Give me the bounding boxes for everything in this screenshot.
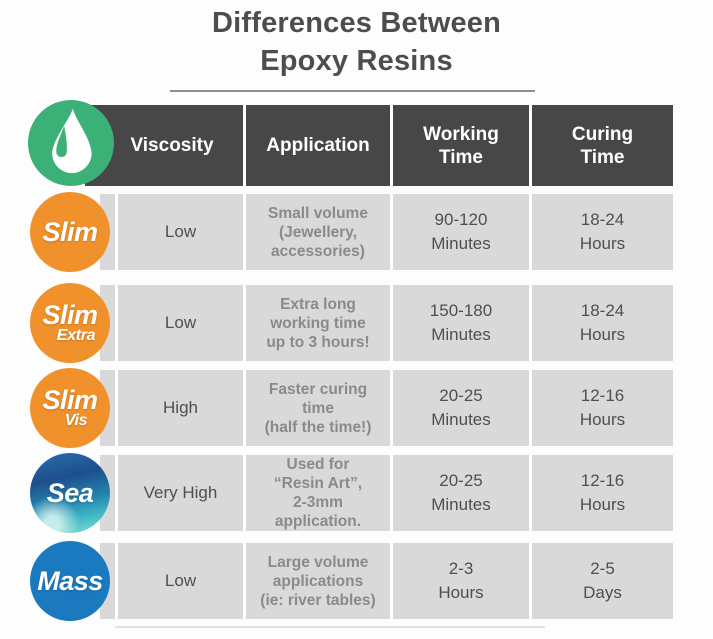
working-time-cell: 20-25 Minutes bbox=[390, 370, 529, 446]
table-row-slim: Low Small volume (Jewellery, accessories… bbox=[100, 194, 673, 270]
application-cell: Small volume (Jewellery, accessories) bbox=[243, 194, 390, 270]
product-name: Mass bbox=[37, 566, 103, 596]
product-name: Slim bbox=[42, 300, 98, 330]
application-cell: Faster curing time (half the time!) bbox=[243, 370, 390, 446]
working-time-cell: 2-3 Hours bbox=[390, 543, 529, 619]
application-cell: Extra long working time up to 3 hours! bbox=[243, 285, 390, 361]
column-header-viscosity: Viscosity bbox=[130, 135, 214, 156]
product-name-suffix: Vis bbox=[64, 412, 88, 429]
working-time-cell: 90-120 Minutes bbox=[390, 194, 529, 270]
viscosity-cell: Low bbox=[115, 194, 243, 270]
column-header-working-time: Working Time bbox=[390, 105, 529, 186]
curing-time-cell: 18-24 Hours bbox=[529, 285, 673, 361]
table-row-slim-extra: Low Extra long working time up to 3 hour… bbox=[100, 285, 673, 361]
viscosity-cell: Low bbox=[115, 543, 243, 619]
column-header-application: Application bbox=[243, 105, 390, 186]
product-badge-sea: Sea bbox=[30, 453, 110, 533]
product-name: Sea bbox=[46, 478, 94, 508]
product-badge-slim-extra: Slim Extra bbox=[30, 283, 110, 363]
product-name: Slim bbox=[42, 217, 98, 247]
brand-logo bbox=[28, 100, 114, 186]
table-header-row: Viscosity Application Working Time Curin… bbox=[85, 105, 673, 186]
product-badge-slim: Slim bbox=[30, 192, 110, 272]
viscosity-cell: Low bbox=[115, 285, 243, 361]
title-underline bbox=[170, 90, 535, 92]
table-row-slim-vis: High Faster curing time (half the time!)… bbox=[100, 370, 673, 446]
water-drop-icon bbox=[28, 100, 114, 186]
working-time-cell: 20-25 Minutes bbox=[390, 455, 529, 531]
bottom-divider bbox=[115, 626, 545, 628]
application-cell: Used for “Resin Art”, 2-3mm application. bbox=[243, 455, 390, 531]
application-cell: Large volume applications (ie: river tab… bbox=[243, 543, 390, 619]
page-title-line2: Epoxy Resins bbox=[260, 45, 453, 77]
page-title: Differences Between Epoxy Resins bbox=[0, 4, 713, 80]
viscosity-cell: High bbox=[115, 370, 243, 446]
page-title-line1: Differences Between bbox=[211, 7, 502, 39]
table-row-sea: Very High Used for “Resin Art”, 2-3mm ap… bbox=[100, 455, 673, 531]
curing-time-cell: 2-5 Days bbox=[529, 543, 673, 619]
curing-time-cell: 12-16 Hours bbox=[529, 455, 673, 531]
column-header-curing-time: Curing Time bbox=[529, 105, 673, 186]
working-time-cell: 150-180 Minutes bbox=[390, 285, 529, 361]
table-row-mass: Low Large volume applications (ie: river… bbox=[100, 543, 673, 619]
product-name-suffix: Extra bbox=[56, 327, 96, 344]
curing-time-cell: 12-16 Hours bbox=[529, 370, 673, 446]
curing-time-cell: 18-24 Hours bbox=[529, 194, 673, 270]
product-badge-slim-vis: Slim Vis bbox=[30, 368, 110, 448]
viscosity-cell: Very High bbox=[115, 455, 243, 531]
product-name: Slim bbox=[42, 385, 98, 415]
product-badge-mass: Mass bbox=[30, 541, 110, 621]
